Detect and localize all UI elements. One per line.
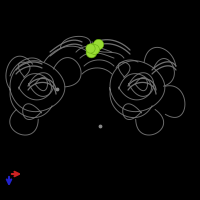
Point bbox=[92, 47, 95, 50]
Point bbox=[89, 46, 92, 49]
Point bbox=[55, 87, 59, 91]
Point bbox=[89, 50, 93, 54]
Point bbox=[98, 124, 102, 128]
Point bbox=[96, 43, 99, 46]
Point bbox=[93, 46, 96, 50]
